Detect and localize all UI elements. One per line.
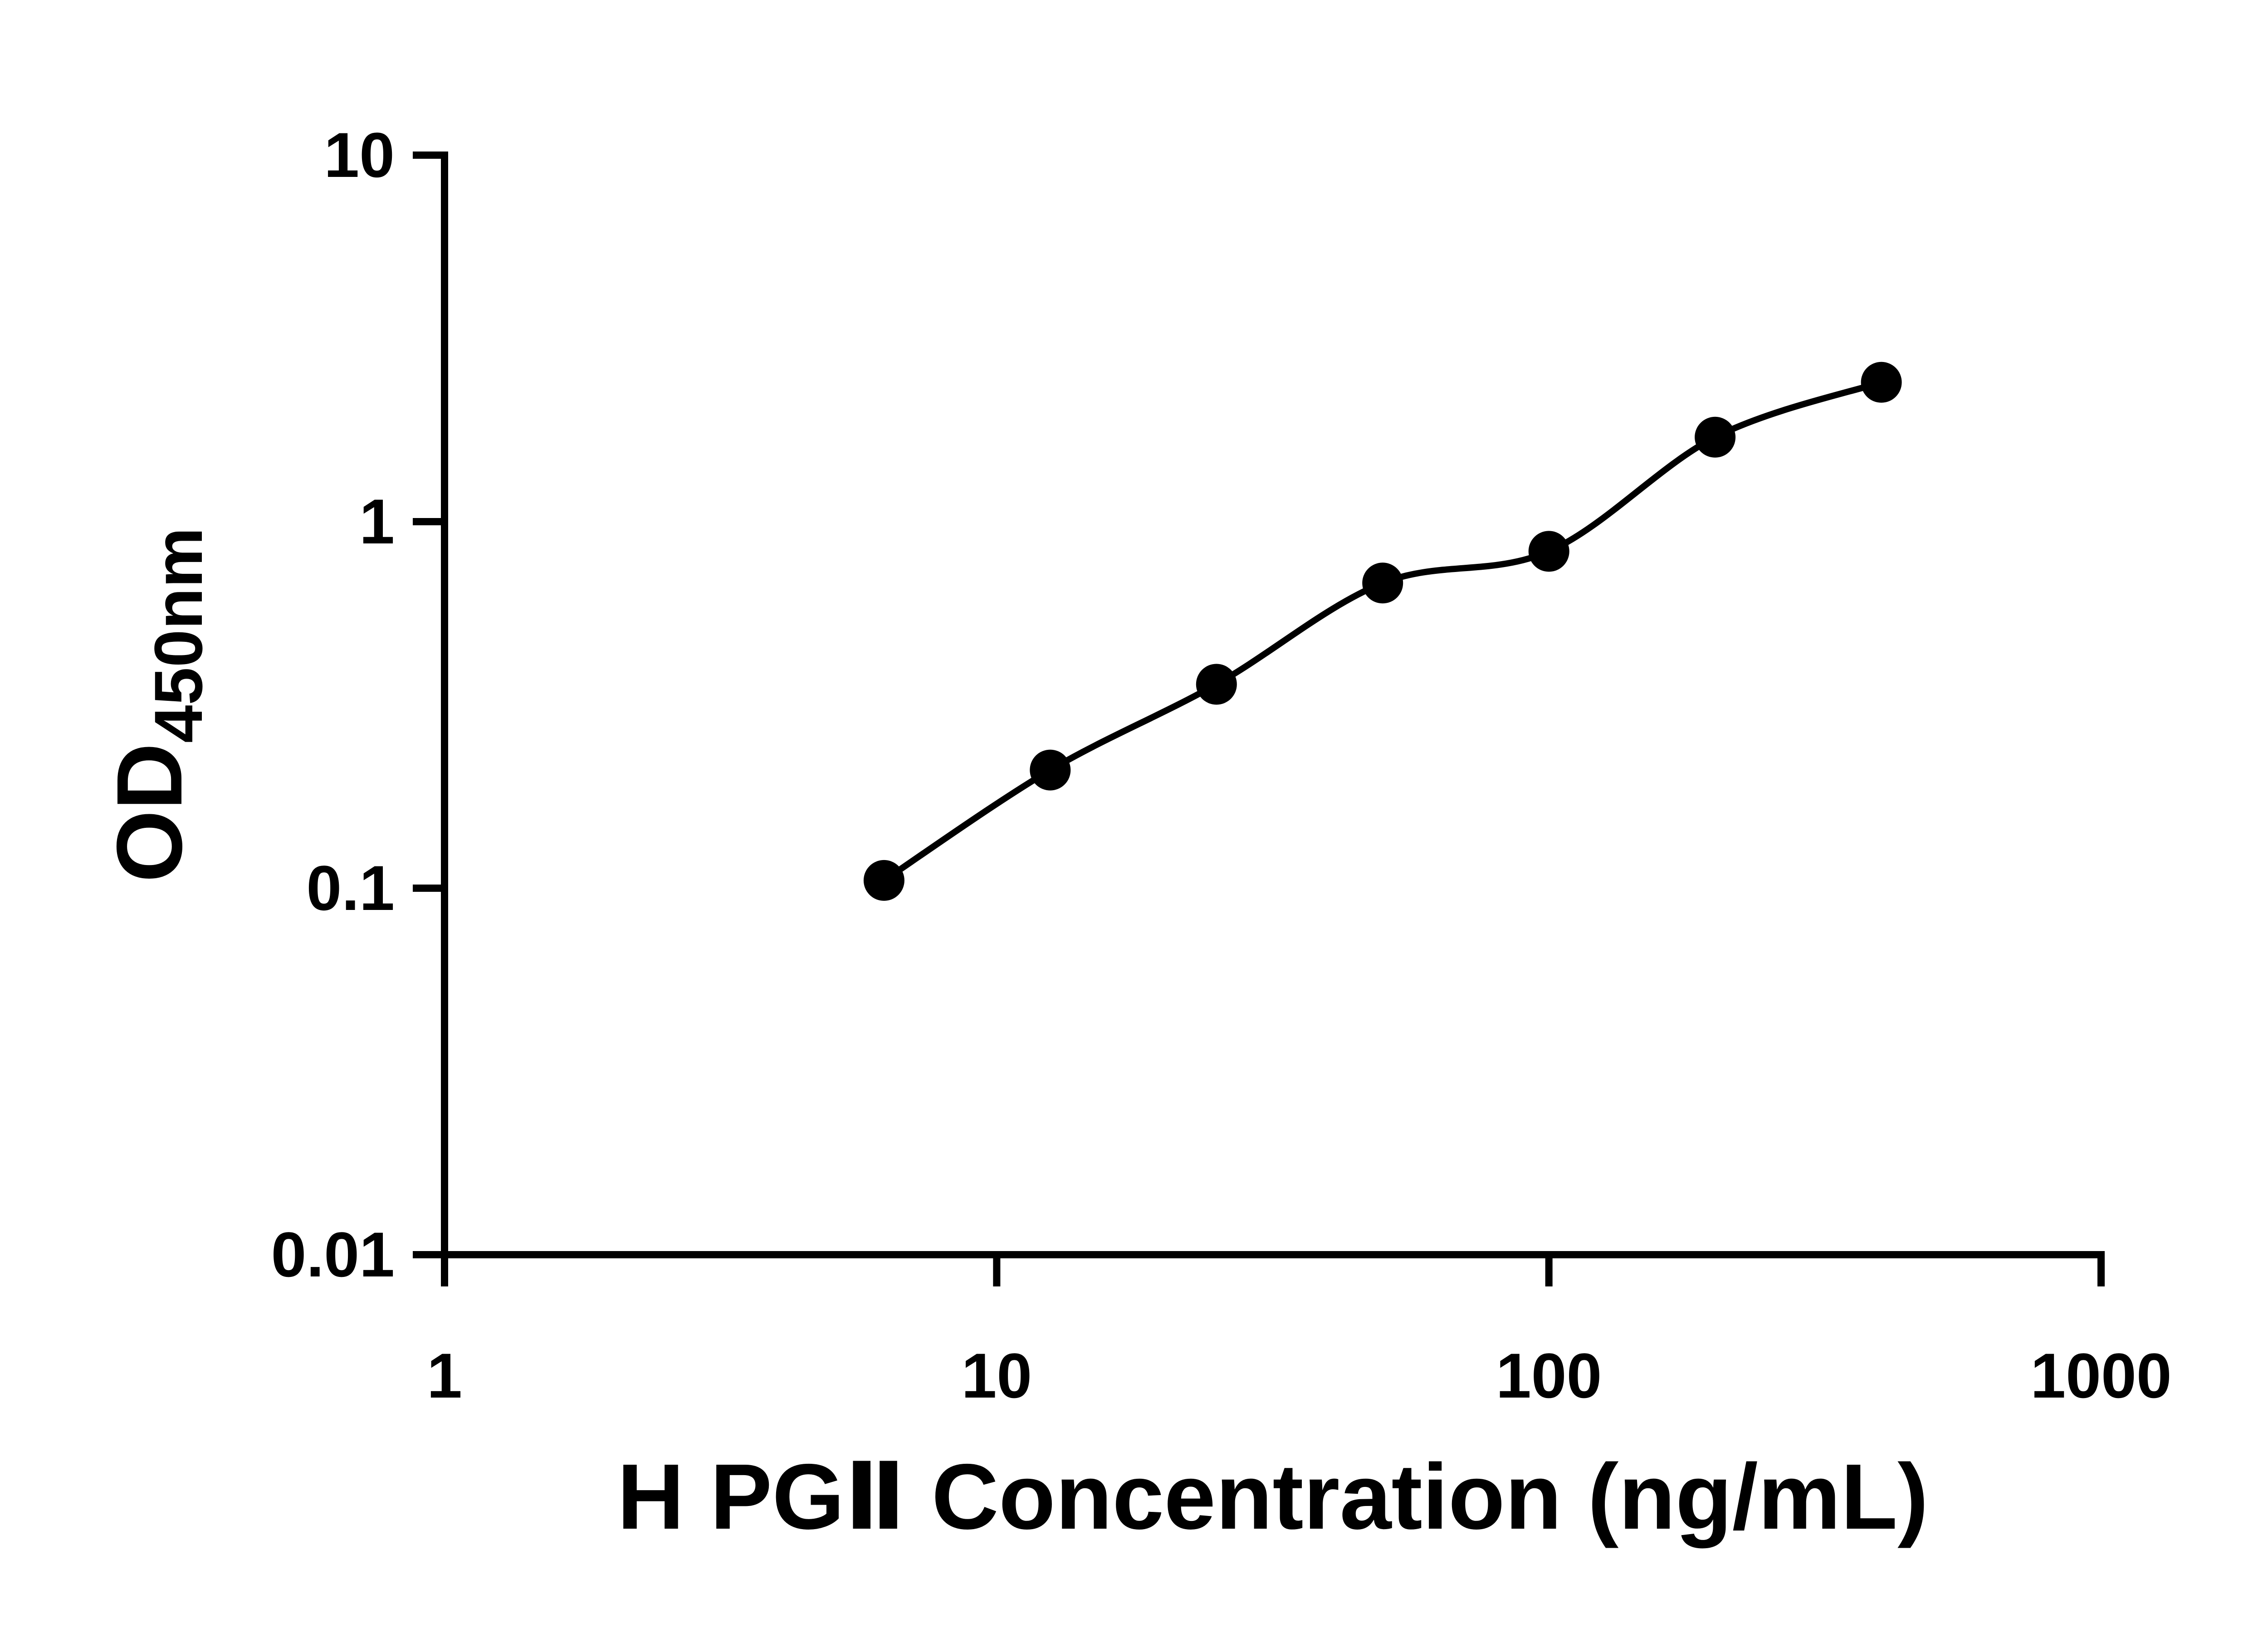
data-layer <box>863 362 1902 901</box>
fit-curve <box>880 379 1885 884</box>
y-tick-label: 0.1 <box>306 852 395 924</box>
x-tick-label: 10 <box>961 1340 1032 1411</box>
x-tick-label: 1000 <box>2030 1340 2171 1411</box>
data-point <box>1528 531 1569 572</box>
x-tick-label: 100 <box>1496 1340 1602 1411</box>
x-axis-title: H PGⅡ Concentration (ng/mL) <box>617 1445 1928 1549</box>
y-axis-title-main: OD <box>98 743 201 883</box>
data-point <box>1030 749 1071 791</box>
axes-layer: 0.01 0.1 1 10 1 10 100 1000 <box>271 119 2172 1411</box>
data-point <box>1362 562 1403 604</box>
labels-layer: H PGⅡ Concentration (ng/mL) OD450nm <box>98 528 1929 1549</box>
data-point <box>863 860 904 901</box>
x-tick-label: 1 <box>427 1340 462 1411</box>
data-point <box>1196 664 1237 705</box>
y-axis-title: OD450nm <box>98 528 216 883</box>
data-point <box>1861 362 1902 403</box>
y-tick-label: 10 <box>324 119 395 191</box>
y-tick-label: 1 <box>359 486 395 557</box>
data-point <box>1695 416 1736 458</box>
y-axis-title-subscript: 450nm <box>140 528 216 743</box>
y-tick-label: 0.01 <box>271 1219 395 1290</box>
